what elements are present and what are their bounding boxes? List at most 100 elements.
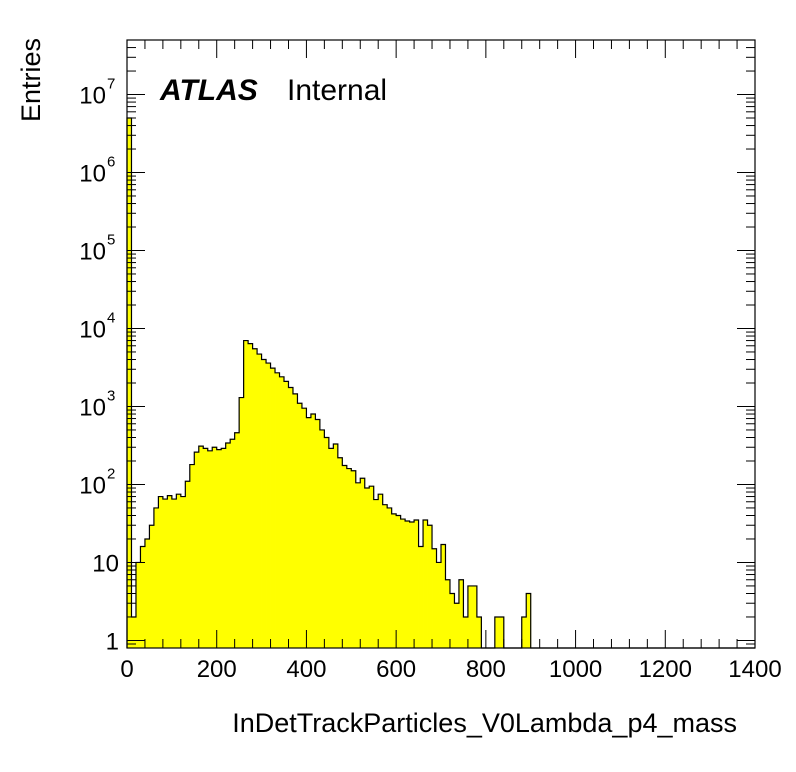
histogram-bar (212, 447, 218, 648)
histogram-bar (257, 354, 262, 648)
histogram-bar (351, 470, 357, 648)
x-tick-label: 600 (376, 656, 416, 683)
histogram-bar (378, 494, 384, 648)
x-tick-labels: 0 200 400 600 800 1000 1200 1400 (120, 656, 781, 683)
histogram-bar (297, 403, 303, 648)
histogram-bar (387, 507, 393, 648)
histogram-bar (225, 443, 231, 648)
histogram-bar (230, 439, 236, 648)
histogram-bar (521, 616, 527, 648)
histogram-bar (216, 449, 222, 648)
histogram-bar (463, 616, 469, 648)
histogram-bar (301, 408, 307, 648)
histogram-bar (153, 507, 159, 648)
histogram-bar (198, 446, 204, 648)
x-tick-label: 400 (286, 656, 326, 683)
histogram-bar (131, 616, 137, 648)
y-tick-label: 10 (79, 394, 106, 421)
histogram-bar (279, 376, 285, 648)
histogram-bar (261, 359, 267, 648)
x-tick-label: 1200 (639, 656, 692, 683)
histogram-bar (149, 525, 155, 648)
histogram-bar (284, 381, 289, 648)
histogram-bar (158, 496, 164, 648)
histogram-bar (248, 343, 253, 648)
histogram-bar (454, 603, 460, 648)
histogram-bar (185, 481, 191, 648)
histogram-bar (476, 616, 482, 648)
y-tick-label: 10 (79, 472, 106, 499)
histogram-bar (328, 448, 334, 648)
y-tick-exponent: 7 (107, 76, 115, 93)
y-tick-label: 10 (79, 83, 106, 110)
histogram-bar (526, 593, 532, 648)
histogram-bar (310, 414, 316, 648)
histogram-bar (355, 482, 361, 648)
histogram-bar (243, 340, 249, 648)
histogram-bar (472, 585, 478, 648)
histogram-bar (292, 393, 298, 648)
y-tick-label: 10 (79, 161, 106, 188)
internal-label: Internal (287, 74, 387, 107)
y-tick-exponent: 3 (107, 387, 115, 404)
histogram-bar (405, 521, 410, 648)
histogram-bar (135, 562, 141, 648)
histogram-bar (270, 368, 276, 648)
y-tick-exponent: 6 (107, 154, 115, 171)
histogram-bar (288, 387, 294, 648)
y-tick-exponent: 4 (107, 309, 115, 326)
histogram-bar (167, 495, 173, 648)
histogram-bar (162, 499, 168, 648)
histogram-bar (252, 348, 258, 648)
histogram-bar (423, 520, 428, 648)
histogram-bar (275, 372, 280, 648)
histogram-bar (391, 513, 397, 648)
x-axis-title: InDetTrackParticles_V0Lambda_p4_mass (232, 708, 737, 738)
y-axis-title: Entries (16, 38, 46, 122)
histogram-bar (319, 429, 325, 648)
plot-frame (126, 39, 756, 649)
histogram-bar (315, 419, 321, 648)
y-tick-label: 10 (79, 316, 106, 343)
histogram-bar (140, 546, 146, 648)
x-tick-label: 1000 (549, 656, 602, 683)
histogram-bar (458, 579, 464, 648)
axis-ticks (126, 39, 756, 649)
histogram-bar (369, 486, 375, 648)
x-tick-label: 800 (466, 656, 506, 683)
histogram-bar (203, 448, 209, 648)
histogram-bar (333, 444, 339, 648)
histogram-bar (409, 522, 415, 648)
histogram-bar (171, 499, 177, 648)
histogram-bar (494, 616, 500, 648)
histogram-bar (266, 363, 271, 648)
histogram-bar (337, 457, 343, 648)
histogram-bar (342, 465, 348, 648)
histogram-bar (445, 579, 451, 648)
histogram-bar (449, 593, 455, 648)
y-tick-label: 10 (79, 238, 106, 265)
histogram-bar (400, 519, 406, 648)
y-tick-exponent: 5 (107, 231, 115, 248)
histogram-bar (373, 499, 379, 648)
histogram-bar (207, 450, 213, 648)
x-tick-label: 200 (197, 656, 237, 683)
histogram-bars (127, 117, 532, 648)
histogram-bar (396, 515, 402, 648)
histogram-bar (467, 585, 473, 648)
histogram-bar (221, 448, 227, 648)
histogram-bar (436, 562, 442, 648)
histogram-bar (239, 397, 245, 648)
y-tick-label: 1 (106, 628, 119, 655)
y-tick-exponent: 2 (107, 465, 115, 482)
histogram-bar (414, 520, 419, 648)
histogram-bar (382, 504, 388, 648)
histogram-bar (176, 494, 182, 648)
histogram-bar (441, 544, 446, 648)
histogram-bar (324, 437, 330, 648)
atlas-label: ATLAS (159, 74, 258, 107)
histogram-bar (144, 538, 150, 648)
histogram-bar (234, 432, 240, 648)
